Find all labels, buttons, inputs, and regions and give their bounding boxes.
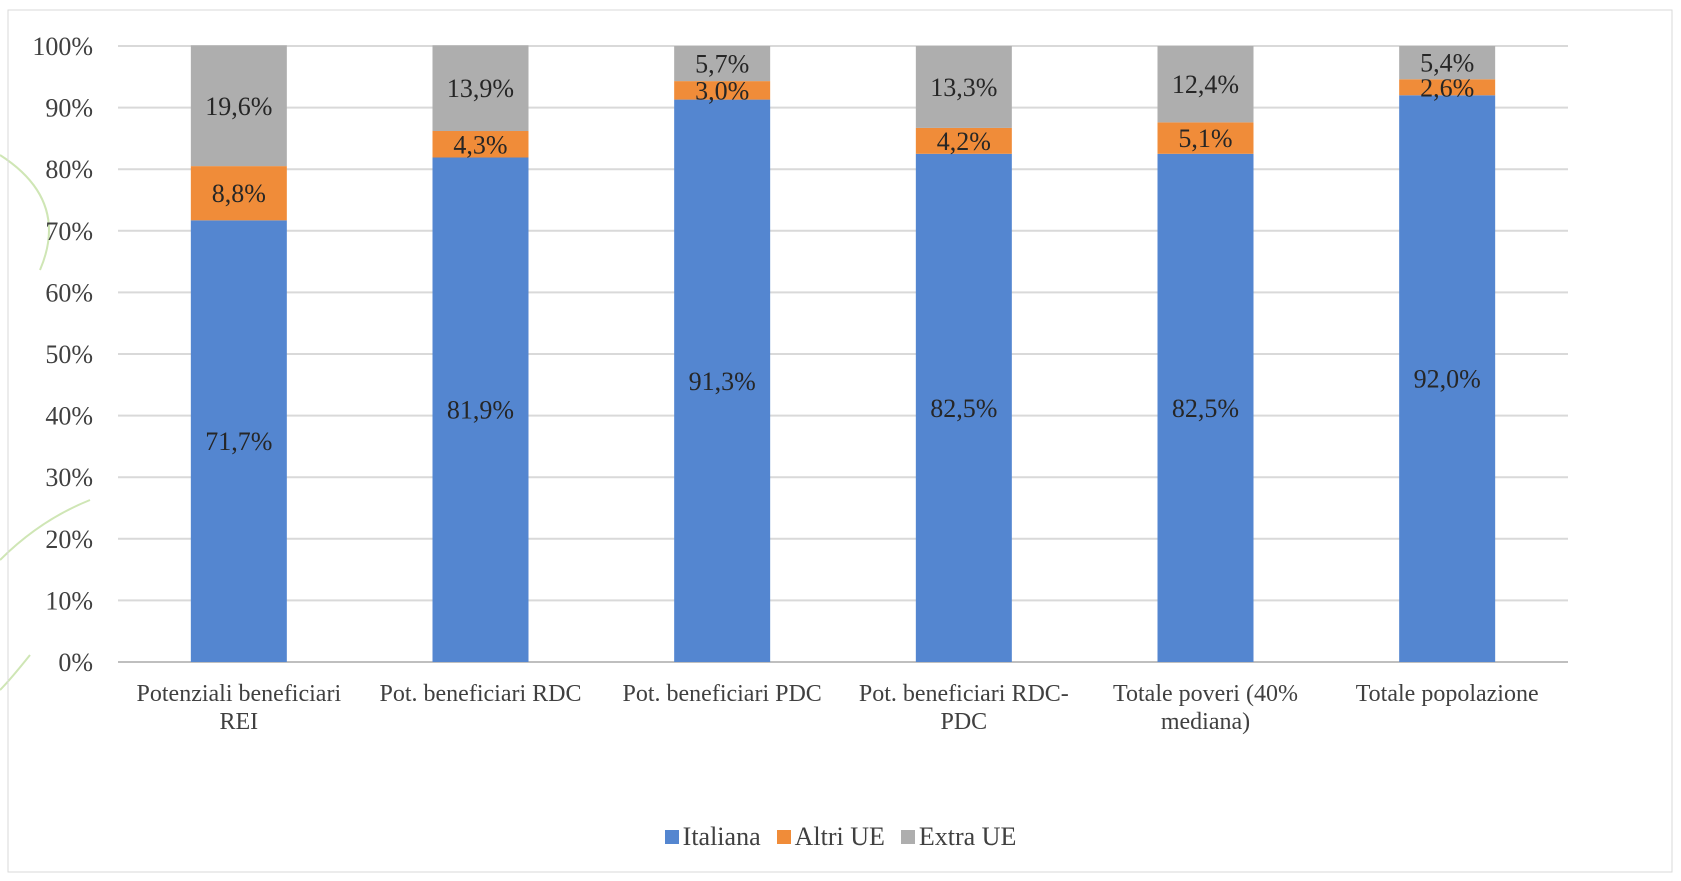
bar-altri-ue (190, 166, 287, 221)
data-label: 82,5% (930, 394, 997, 423)
decor-arc (0, 654, 31, 691)
bar-altri-ue (1157, 122, 1254, 154)
y-tick-label: 80% (45, 155, 93, 184)
x-tick-label: Pot. beneficiari RDC-PDC (858, 681, 1069, 735)
bar-altri-ue (915, 127, 1012, 154)
data-label: 91,3% (689, 367, 756, 396)
y-tick-label: 10% (45, 586, 93, 615)
legend-item: Italiana (664, 822, 761, 852)
bar-italiana (432, 157, 529, 662)
legend-item: Altri UE (776, 822, 885, 852)
legend-item: Extra UE (900, 822, 1017, 852)
data-label: 8,8% (212, 179, 266, 208)
bar-altri-ue (674, 81, 771, 100)
x-tick-label: Totale popolazione (1355, 681, 1539, 707)
legend-swatch (664, 830, 679, 844)
bar-italiana (674, 99, 771, 663)
data-label: 19,6% (205, 92, 272, 121)
x-tick-label: Pot. beneficiari RDC (379, 681, 582, 707)
decor-arc (0, 154, 50, 271)
legend-label: Extra UE (918, 822, 1017, 851)
data-label: 13,3% (930, 73, 997, 102)
y-tick-label: 50% (45, 340, 93, 369)
bar-altri-ue (1399, 79, 1496, 96)
bar-extra-ue (432, 45, 529, 132)
x-tick-label: Totale poveri (40% mediana) (1113, 681, 1298, 735)
bar-italiana (1157, 153, 1254, 663)
bar-extra-ue (674, 46, 771, 82)
data-label: 82,5% (1172, 394, 1239, 423)
y-tick-label: 90% (45, 94, 93, 123)
bar-extra-ue (915, 46, 1012, 128)
y-tick-label: 60% (45, 278, 93, 307)
bar-italiana (915, 153, 1012, 663)
chart-border (7, 9, 1673, 873)
bar-italiana (190, 220, 287, 662)
bar-extra-ue (190, 45, 287, 167)
data-label: 71,7% (205, 427, 272, 456)
data-label: 5,1% (1178, 124, 1232, 153)
bar-italiana (1399, 95, 1496, 662)
data-label: 4,3% (453, 130, 507, 159)
x-tick-label: Potenziali beneficiari REI (136, 681, 342, 735)
bar-extra-ue (1399, 46, 1496, 80)
decor-arc (0, 499, 91, 561)
legend-label: Altri UE (794, 822, 885, 851)
y-tick-label: 40% (45, 402, 93, 431)
y-tick-label: 30% (45, 463, 93, 492)
legend: Italiana Altri UE Extra UE (0, 822, 1681, 852)
y-tick-label: 100% (32, 32, 93, 61)
x-tick-label: Pot. beneficiari PDC (622, 681, 822, 707)
data-label: 12,4% (1172, 70, 1239, 99)
bar-altri-ue (432, 131, 529, 158)
data-label: 5,4% (1420, 49, 1474, 78)
data-label: 13,9% (447, 74, 514, 103)
data-label: 81,9% (447, 396, 514, 425)
data-label: 3,0% (695, 76, 749, 105)
y-tick-label: 20% (45, 525, 93, 554)
bar-extra-ue (1157, 46, 1254, 123)
legend-label: Italiana (682, 822, 761, 851)
data-label: 92,0% (1414, 365, 1481, 394)
data-label: 4,2% (937, 127, 991, 156)
y-tick-label: 70% (45, 217, 93, 246)
y-tick-label: 0% (58, 648, 93, 677)
legend-swatch (900, 830, 915, 844)
data-label: 5,7% (695, 50, 749, 79)
legend-swatch (776, 830, 791, 844)
